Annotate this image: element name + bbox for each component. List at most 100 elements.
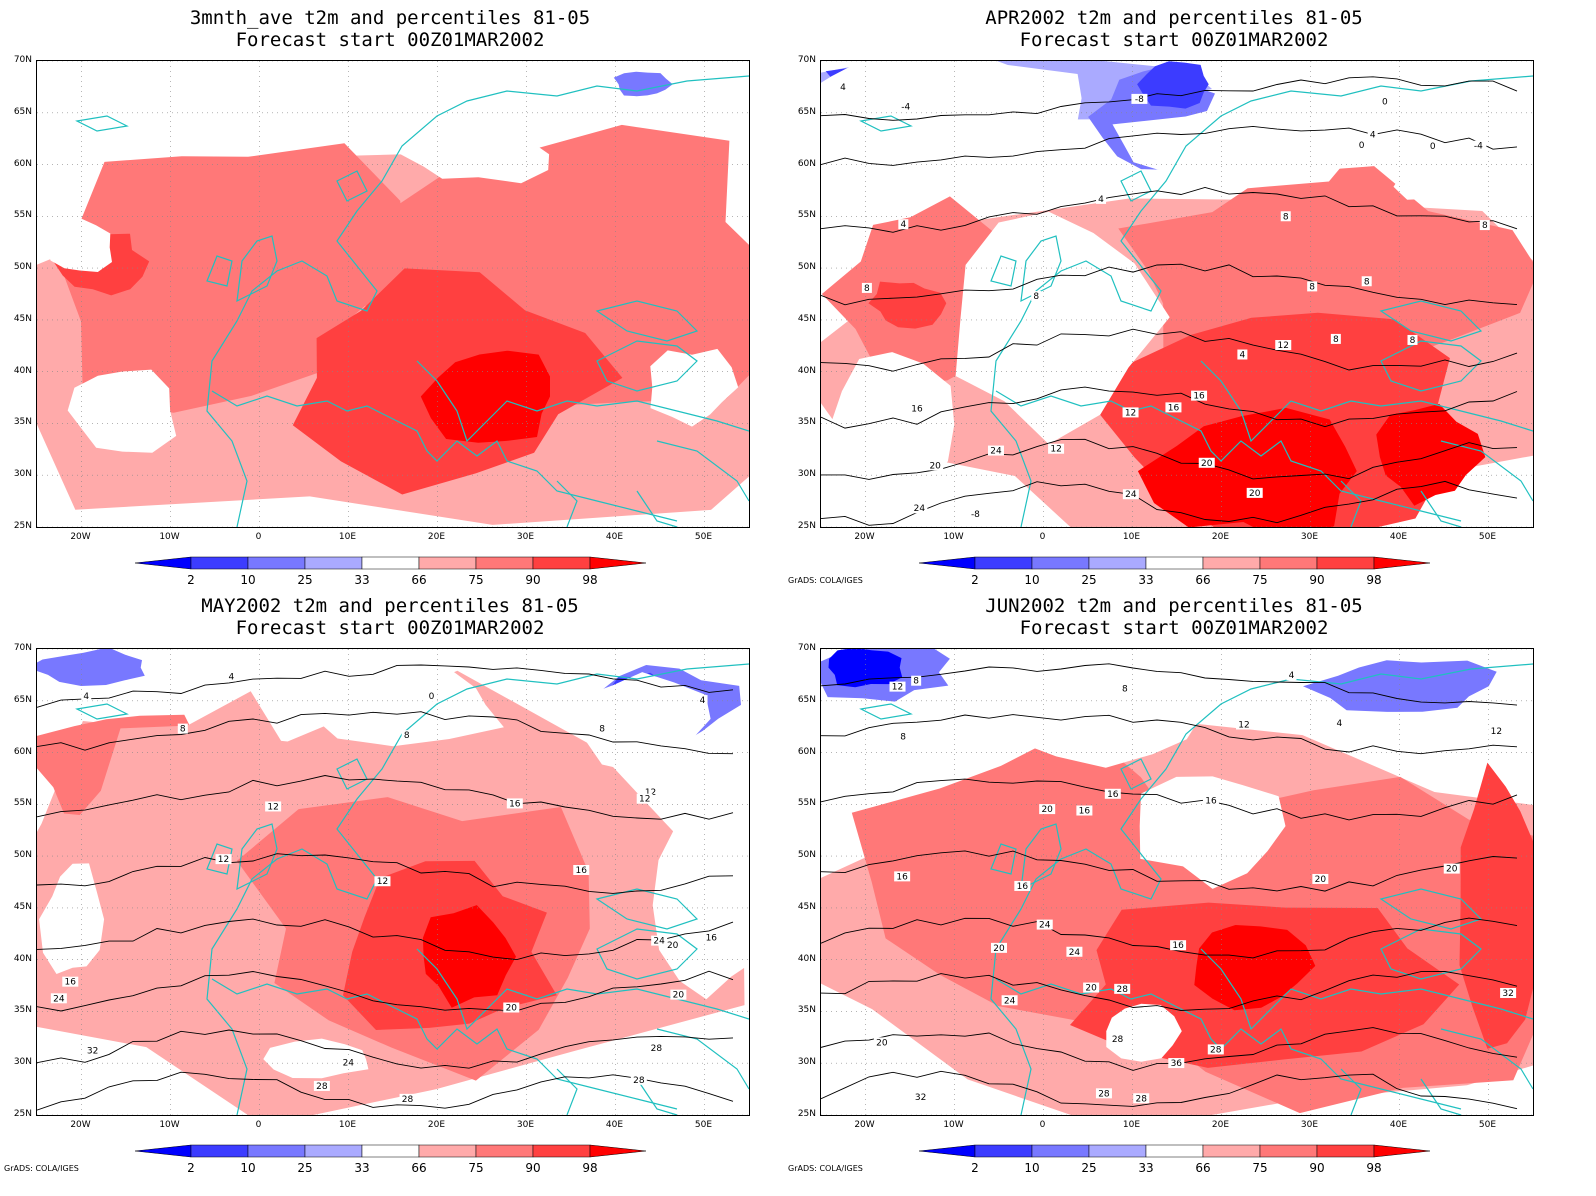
lat-tick-label: 70N	[797, 55, 816, 65]
contour-label-text: -8	[1135, 95, 1144, 105]
contour-label-text: 4	[228, 673, 234, 683]
lat-tick-label: 45N	[13, 313, 32, 324]
contour-label-bg	[1170, 940, 1187, 951]
contour-label-text: 4	[83, 692, 89, 702]
colorbar-segment-p10_25	[1031, 1144, 1090, 1158]
contour-label-bg	[651, 935, 668, 946]
contour-label-text: 32	[87, 1047, 98, 1057]
contour-label: 32	[1500, 987, 1517, 999]
contour-label-bg	[399, 1093, 416, 1104]
coastline	[75, 703, 129, 720]
lat-tick-label: 40N	[13, 365, 32, 376]
lon-tick-label: 10E	[1122, 532, 1141, 542]
colorbar-segment-p25_33	[1088, 556, 1147, 570]
contour-label-bg	[1367, 129, 1378, 140]
lat-tick-label: 35N	[797, 417, 816, 428]
contour-label: 8	[597, 723, 608, 735]
percentile-shading-neutral	[1393, 173, 1462, 201]
contour-label: 20	[1083, 982, 1100, 994]
isotherm-contour	[821, 1070, 1518, 1110]
coastline	[1020, 235, 1062, 303]
isotherm-contour	[821, 778, 1518, 821]
contour-label-bg	[967, 509, 984, 520]
colorbar-segment-p90_98	[1316, 1144, 1375, 1158]
contour-label-bg	[1133, 1093, 1150, 1104]
contour-label: 0	[426, 690, 437, 702]
colorbar-tick-label: 98	[1366, 1161, 1382, 1175]
contour-label: 20	[1312, 873, 1329, 885]
map-panel-3: JUN2002 t2m and percentiles 81-05 Forecas…	[784, 588, 1564, 1175]
lon-tick-label: 40E	[605, 1120, 624, 1130]
coastline	[595, 300, 699, 342]
percentile-shading-neutral	[652, 819, 749, 1000]
contour-label-text: 12	[1491, 727, 1502, 737]
contour-label-bg	[1198, 457, 1215, 468]
isotherm-contour	[37, 664, 734, 708]
coastline	[556, 480, 578, 527]
contour-label: 8	[1361, 276, 1372, 287]
contour-label: 8	[861, 282, 872, 294]
contour-label-text: 0	[1359, 141, 1365, 151]
lon-tick-label: 40E	[1389, 1120, 1408, 1130]
contour-label: 28	[1207, 1044, 1224, 1055]
contour-label-bg	[1237, 349, 1248, 360]
contour-label-bg	[1334, 718, 1345, 729]
contour-label-bg	[1379, 96, 1390, 107]
contour-label-bg	[426, 690, 437, 701]
colorbar	[918, 1143, 1439, 1163]
contour-label: 4	[81, 690, 92, 702]
contour-label: 4	[226, 671, 237, 683]
colorbar-segment-p90_98	[532, 1144, 591, 1158]
contour-label-text: 24	[653, 937, 665, 947]
lat-tick-label: 60N	[797, 158, 816, 169]
colorbar-tick-label: 10	[1024, 1161, 1040, 1175]
contour-label-bg	[1307, 281, 1318, 292]
lon-tick-label: 50E	[1478, 532, 1497, 542]
coastline	[656, 440, 749, 502]
contour-label-bg	[1202, 795, 1219, 806]
lat-tick-label: 60N	[13, 158, 32, 169]
contour-label: 4	[1367, 129, 1378, 141]
colorbar-tick-label: 75	[1252, 1161, 1268, 1175]
contour-label-text: 12	[1050, 445, 1061, 455]
contour-label-bg	[1488, 726, 1505, 737]
contour-label-bg	[1104, 788, 1121, 799]
contour-label: 12	[1236, 719, 1253, 730]
contour-label-bg	[1076, 805, 1093, 816]
isotherm-contour	[821, 971, 1518, 1011]
contour-label-bg	[1443, 863, 1460, 874]
panel-title: 3mnth_ave t2m and percentiles 81-05	[189, 7, 591, 29]
isotherm-contour	[37, 1029, 734, 1069]
isotherm-contour	[37, 853, 734, 894]
contour-label-bg	[987, 445, 1004, 456]
lat-tick-label: 50N	[797, 262, 816, 273]
lon-tick-label: 50E	[1478, 1120, 1497, 1130]
isotherm-contour	[821, 263, 1518, 306]
colorbar-segment-p75_90	[475, 1144, 534, 1158]
contour-label-bg	[697, 695, 708, 706]
percentile-shading-neutral	[955, 211, 1170, 445]
lon-tick-label: 30E	[1300, 1120, 1319, 1130]
contour-label: 4	[1334, 718, 1345, 729]
contour-label-text: 4	[700, 696, 706, 706]
contour-label: 16	[1104, 788, 1121, 800]
lon-tick-label: 20W	[854, 1120, 875, 1130]
contour-label: 8	[1330, 333, 1341, 345]
coastline	[336, 170, 368, 202]
contour-label-bg	[62, 976, 79, 987]
colorbar-segment-p10_25	[247, 556, 306, 570]
contour-label-bg	[1122, 489, 1139, 500]
contour-label-bg	[1330, 333, 1341, 344]
colorbar-segment-p25_33	[304, 1144, 363, 1158]
contour-label: 20	[664, 940, 681, 951]
contour-label: 16	[506, 798, 523, 809]
lon-tick-label: 0	[255, 1120, 262, 1130]
contour-label-text: 36	[1171, 1059, 1183, 1069]
contour-label: 28	[399, 1093, 416, 1105]
isotherm-contour	[821, 76, 1518, 121]
coastline	[656, 1028, 749, 1090]
contour-label-bg	[177, 723, 188, 734]
map-area: 4 8 8 12 8 4 12 12 16 16 16 20 16 20 20 16 20 16 24 24 28 20 2…	[820, 648, 1534, 1116]
colorbar-segment-p66_75	[1202, 556, 1261, 570]
contour-label: 8	[1119, 683, 1130, 694]
